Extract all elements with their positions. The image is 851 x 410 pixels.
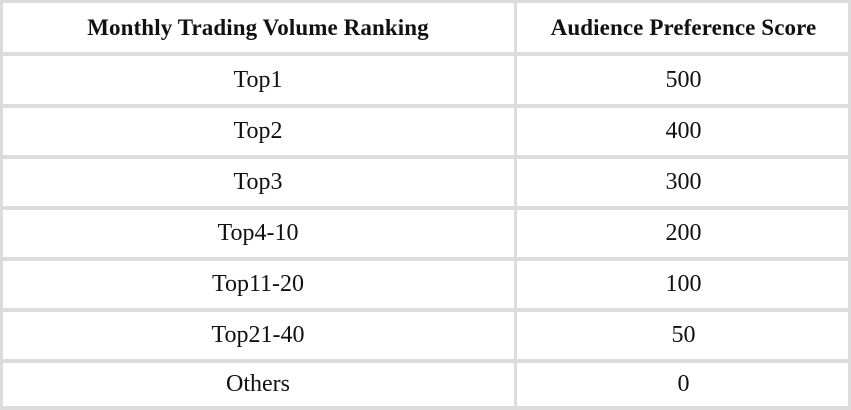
ranking-cell: Top11-20 <box>211 271 305 297</box>
grid-line <box>0 406 851 410</box>
table-row: Top2 400 <box>0 108 851 155</box>
ranking-cell: Top4-10 <box>217 220 299 246</box>
grid-line <box>514 0 517 410</box>
grid-line <box>0 308 851 312</box>
ranking-cell: Top2 <box>233 118 283 144</box>
table-row: Top3 300 <box>0 159 851 206</box>
table-header-row: Monthly Trading Volume Ranking Audience … <box>0 3 851 52</box>
grid-line <box>0 0 3 410</box>
score-cell: 200 <box>665 220 702 246</box>
ranking-cell: Others <box>226 371 290 397</box>
score-cell: 50 <box>671 322 696 348</box>
ranking-cell: Top1 <box>233 66 283 93</box>
grid-line <box>0 257 851 261</box>
table-row: Top11-20 100 <box>0 261 851 308</box>
grid-line <box>0 359 851 363</box>
ranking-cell: Top3 <box>233 169 283 195</box>
grid-line <box>0 104 851 108</box>
score-cell: 300 <box>665 169 702 195</box>
table-row: Others 0 <box>0 363 851 406</box>
score-cell: 100 <box>665 271 702 297</box>
grid-line <box>0 155 851 159</box>
table-row: Top21-40 50 <box>0 312 851 359</box>
table-row: Top1 500 <box>0 56 851 104</box>
grid-line <box>848 0 851 410</box>
grid-line <box>0 206 851 210</box>
table-row: Top4-10 200 <box>0 210 851 257</box>
score-cell: 500 <box>665 66 702 93</box>
score-cell: 400 <box>665 118 702 144</box>
ranking-cell: Top21-40 <box>211 322 305 348</box>
column-header-ranking: Monthly Trading Volume Ranking <box>87 14 429 40</box>
grid-line <box>0 0 851 3</box>
score-cell: 0 <box>677 371 690 397</box>
grid-line <box>0 52 851 56</box>
column-header-score: Audience Preference Score <box>550 14 817 40</box>
